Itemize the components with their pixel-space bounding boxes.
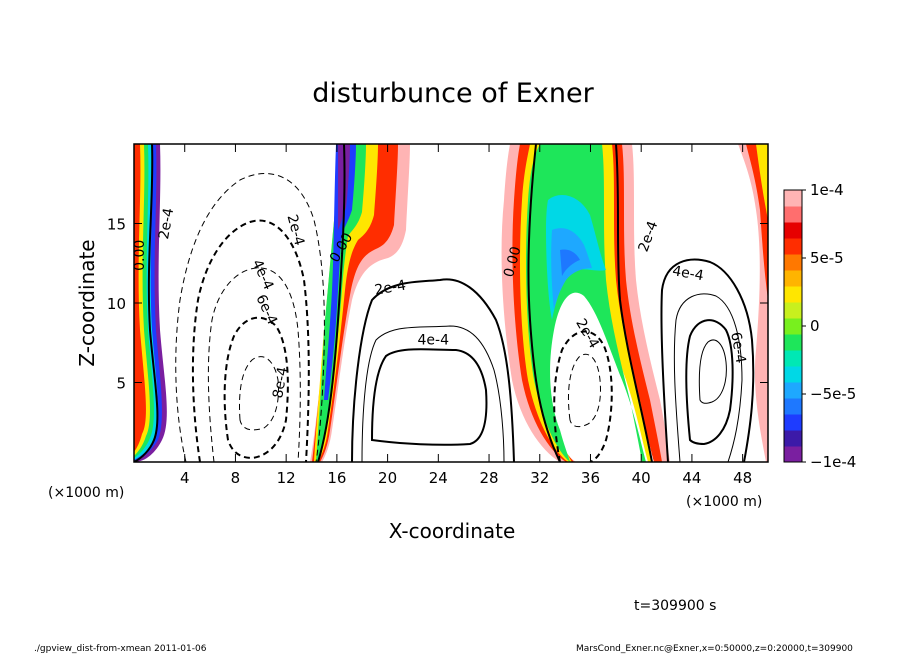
x-tick-label-2: 12 — [277, 469, 296, 487]
contour-label-text-8: 4e-4 — [418, 333, 450, 349]
y-tick-label-2: 15 — [107, 216, 126, 234]
colorbar-label-3: −5e-5 — [810, 385, 856, 403]
footer-right: MarsCond_Exner.nc@Exner,x=0:50000,z=0:20… — [576, 644, 853, 654]
contour-label-0: 0.00 — [132, 240, 148, 271]
x-tick-label-0: 4 — [180, 469, 190, 487]
x-tick-label-8: 36 — [581, 469, 600, 487]
colorbar-swatch-13 — [784, 238, 802, 255]
contour-label-9: 0.00 — [501, 245, 525, 279]
y-axis: 5 10 15 Z-coordinate — [75, 216, 768, 393]
contour-label-text-1: 2e-4 — [156, 207, 177, 241]
colorbar-swatch-14 — [784, 222, 802, 239]
plot-background — [134, 144, 768, 462]
contour-label-text-13: 6e-4 — [727, 331, 748, 365]
x-axis: 4 8 12 16 20 24 28 32 36 40 44 48 (×1000 m) (×1000 … — [48, 144, 762, 543]
colorbar-label-2: 0 — [810, 317, 820, 335]
colorbar-swatch-7 — [784, 334, 802, 351]
colorbar-swatch-5 — [784, 366, 802, 383]
contour-label-text-5: 8e-4 — [270, 366, 291, 400]
x-tick-label-4: 20 — [378, 469, 397, 487]
colorbar-swatch-16 — [784, 190, 802, 207]
colorbar-swatch-4 — [784, 382, 802, 399]
colorbar-label-1: 5e-5 — [810, 249, 844, 267]
colorbar-swatch-15 — [784, 206, 802, 223]
footer-left: ./gpview_dist-from-xmean 2011-01-06 — [34, 644, 207, 654]
colorbar-label-0: 1e-4 — [810, 181, 844, 199]
contour-label-text-12: 4e-4 — [671, 263, 705, 284]
colorbar-swatch-6 — [784, 350, 802, 367]
colorbar-swatch-11 — [784, 270, 802, 287]
x-axis-label: X-coordinate — [389, 519, 516, 543]
colorbar-swatch-12 — [784, 254, 802, 271]
colorbar-swatch-10 — [784, 286, 802, 303]
contour-label-13: 6e-4 — [727, 331, 748, 365]
y-tick-label-0: 5 — [116, 375, 126, 393]
colorbar-swatch-1 — [784, 430, 802, 447]
contour-label-12: 4e-4 — [671, 263, 705, 284]
colorbar-swatch-9 — [784, 302, 802, 319]
x-tick-label-10: 44 — [682, 469, 701, 487]
contour-label-8: 4e-4 — [418, 333, 450, 349]
x-tick-label-6: 28 — [479, 469, 498, 487]
x-unit-right: (×1000 m) — [686, 494, 762, 510]
contour-label-2: 2e-4 — [284, 213, 308, 248]
colorbar-swatch-0 — [784, 446, 802, 463]
colorbar-label-4: −1e-4 — [810, 453, 856, 471]
y-axis-label: Z-coordinate — [75, 239, 99, 366]
contour-label-text-0: 0.00 — [132, 240, 148, 271]
colorbar-swatch-8 — [784, 318, 802, 335]
x-tick-label-1: 8 — [231, 469, 241, 487]
chart-title: disturbunce of Exner — [312, 78, 594, 109]
contour-label-5: 8e-4 — [270, 366, 291, 400]
contour-label-text-2: 2e-4 — [284, 213, 308, 248]
color-fill — [134, 144, 768, 462]
colorbar: 1e-4 5e-5 0 −5e-5 −1e-4 — [783, 181, 856, 471]
x-tick-label-11: 48 — [733, 469, 752, 487]
contour-lines — [134, 144, 755, 462]
contour-label-text-7: 2e-4 — [373, 277, 407, 298]
colorbar-swatch-3 — [784, 398, 802, 415]
y-tick-label-1: 10 — [107, 295, 126, 313]
colorbar-swatch-2 — [784, 414, 802, 431]
contour-label-1: 2e-4 — [156, 207, 177, 241]
contour-label-text-9: 0.00 — [501, 245, 525, 279]
x-tick-label-7: 32 — [530, 469, 549, 487]
contour-label-7: 2e-4 — [373, 277, 407, 298]
x-tick-label-5: 24 — [429, 469, 448, 487]
x-unit-left: (×1000 m) — [48, 485, 124, 501]
x-tick-label-9: 40 — [632, 469, 651, 487]
time-label: t=309900 s — [634, 598, 716, 614]
x-tick-label-3: 16 — [327, 469, 346, 487]
